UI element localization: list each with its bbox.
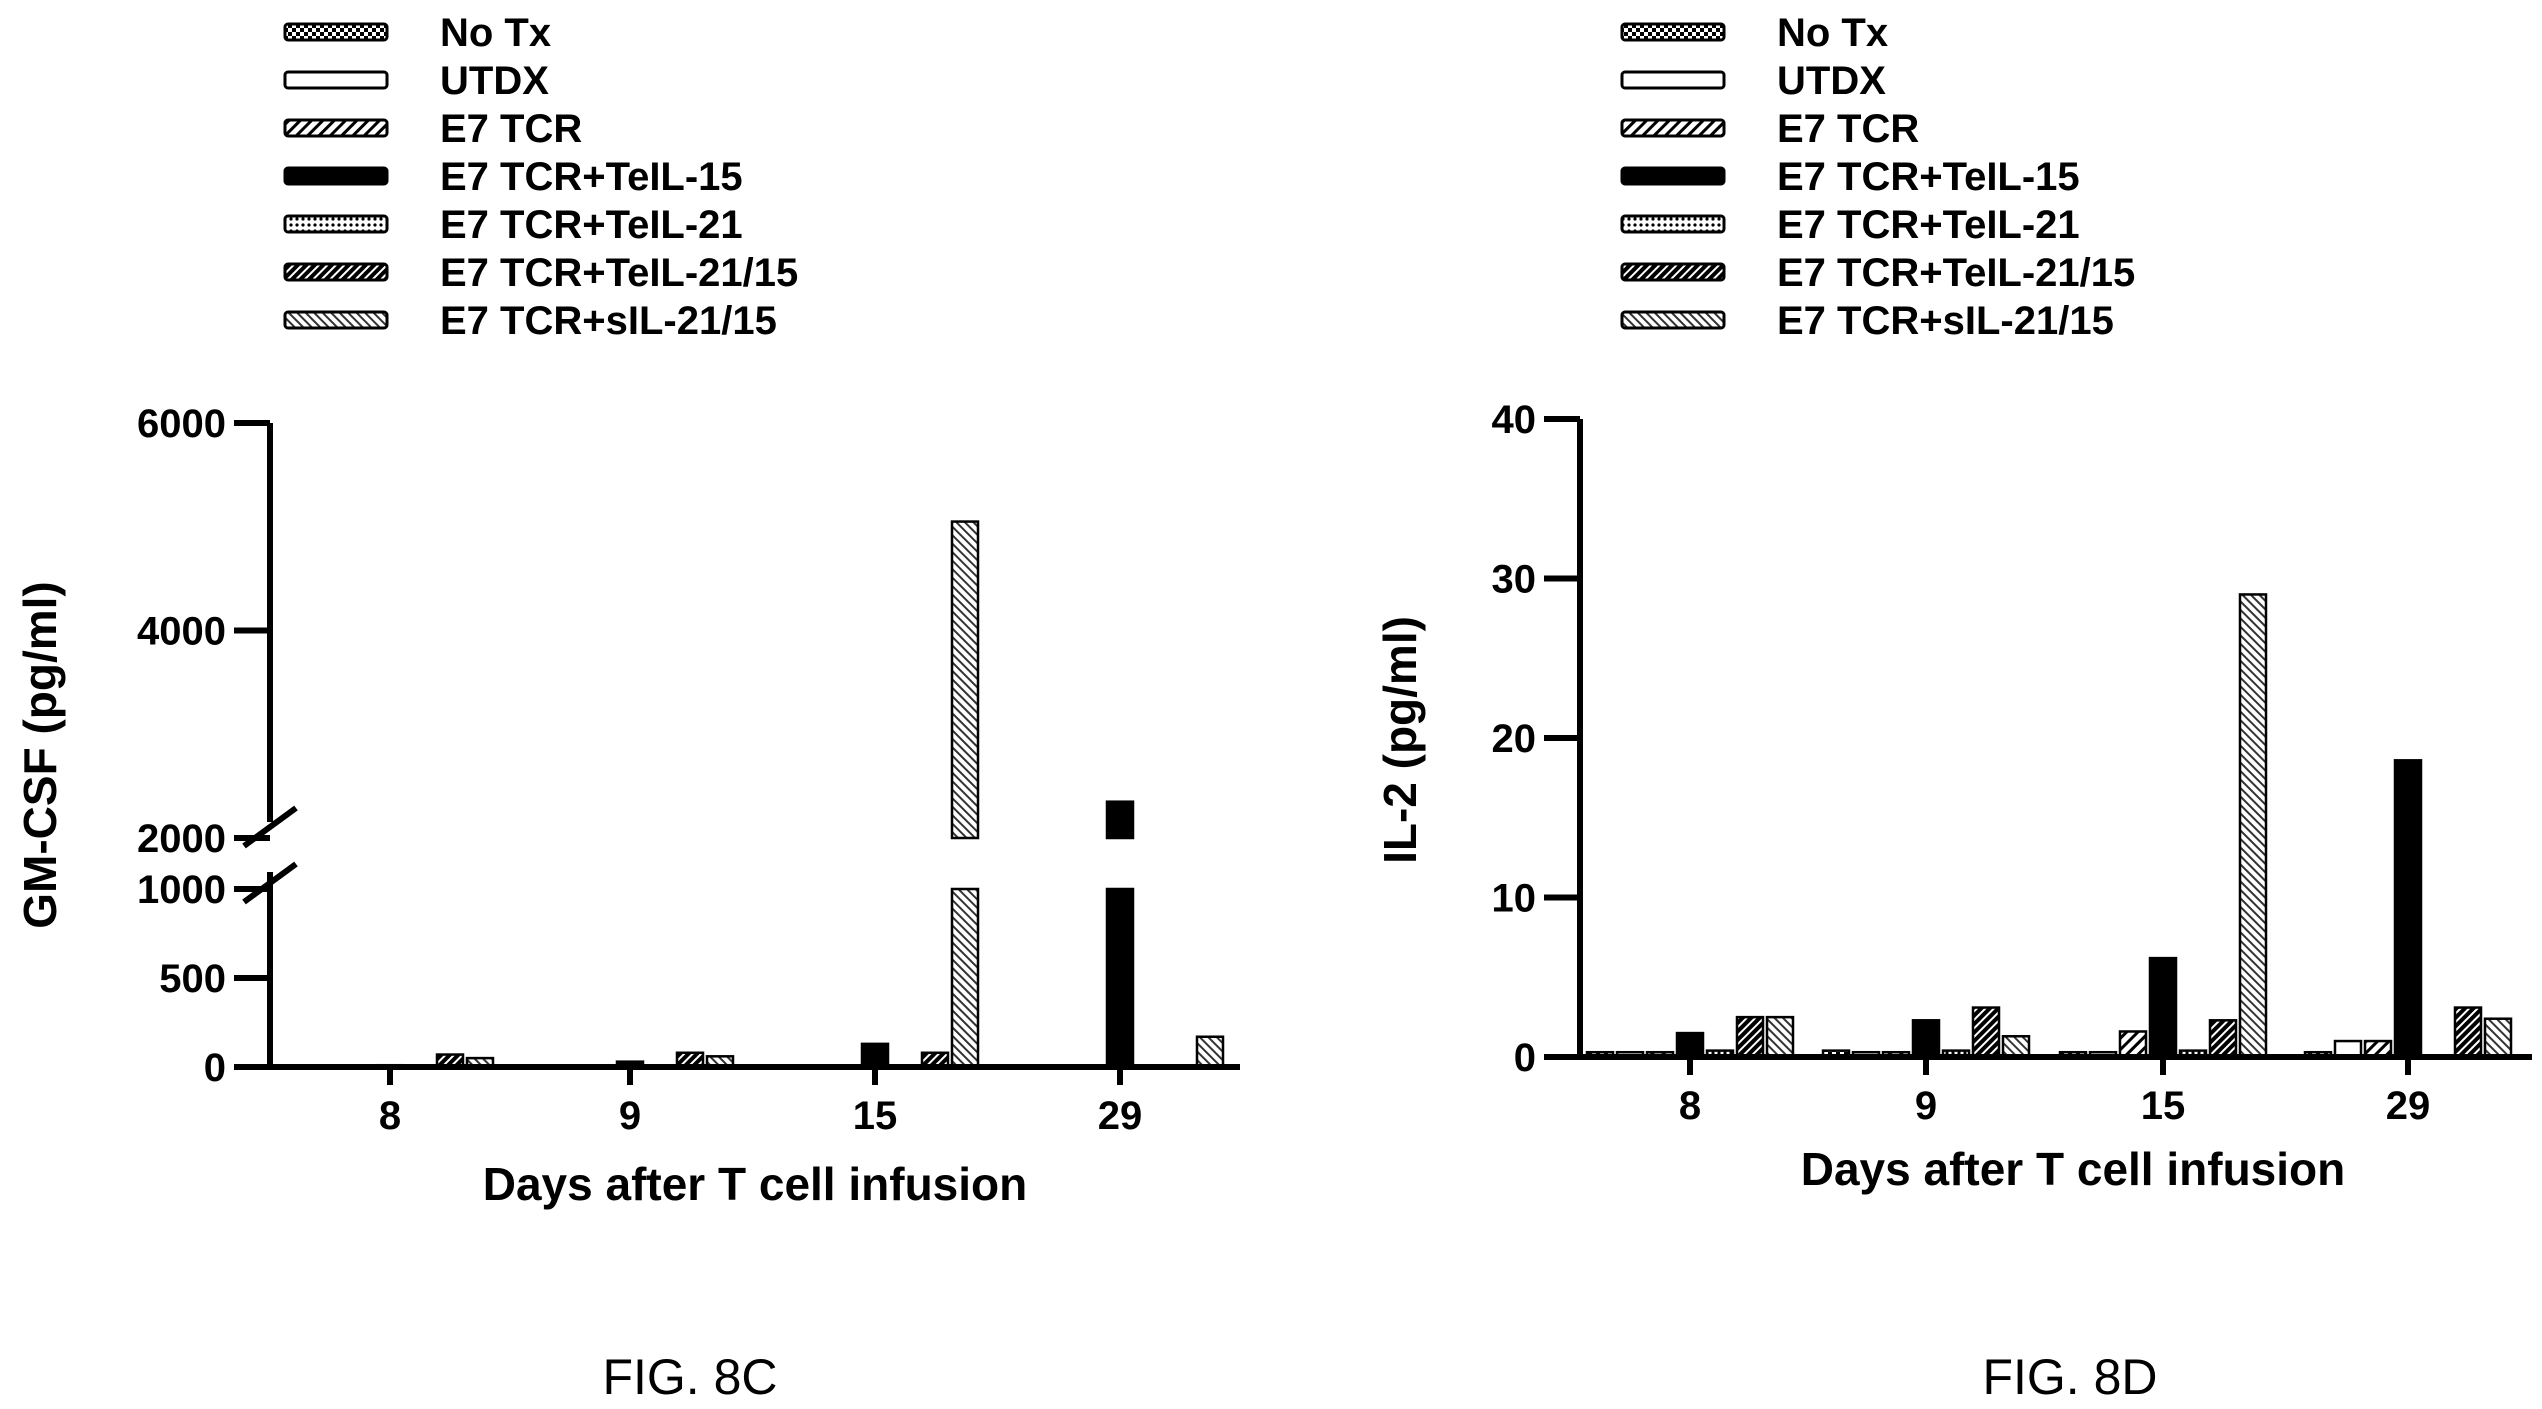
bar-il-2-day-9-e7-tcr-sil-21-15 <box>2001 1035 2031 1059</box>
axes-il-2: 0 10 20 30 40 8 9 15 29 <box>1492 398 2532 1128</box>
legend-label-e7-tcr-sil-21-15: E7 TCR+sIL-21/15 <box>1777 299 2114 343</box>
legend-label-e7-tcr-teil-21: E7 TCR+TeIL-21 <box>440 203 743 247</box>
legend-swatch-no-tx <box>1620 22 1726 42</box>
figure-caption-8d: FIG. 8D <box>1982 1349 2157 1405</box>
bar-il-2-day-9-e7-tcr-teil-15 <box>1911 1019 1941 1059</box>
bar-il-2-day-29-e7-tcr-teil-21-15 <box>2453 1006 2483 1059</box>
bar-il-2-day-29-e7-tcr-teil-15 <box>2393 759 2423 1059</box>
y-tick-label-il-2-20: 20 <box>1492 717 1537 761</box>
y-tick-label-gm-csf-2000: 2000 <box>137 817 226 861</box>
axes-gm-csf: 0 500 1000 2000 4000 6000 8 9 15 29 <box>137 402 1240 1138</box>
legend-label-e7-tcr-teil-21-15: E7 TCR+TeIL-21/15 <box>1777 251 2135 295</box>
bar-il-2-day-8-e7-tcr-teil-15 <box>1675 1031 1705 1059</box>
x-tick-label-il-2-9: 9 <box>1915 1084 1937 1128</box>
legend-swatch-e7-tcr <box>1620 118 1726 138</box>
x-tick-label-il-2-29: 29 <box>2386 1084 2431 1128</box>
legend-swatch-e7-tcr-teil-21-15 <box>1620 262 1726 282</box>
bar-il-2-day-15-e7-tcr <box>2118 1030 2148 1059</box>
axis-break-mark-lower <box>242 861 298 905</box>
x-tick-label-gm-csf-29: 29 <box>1098 1094 1143 1138</box>
legend-label-e7-tcr: E7 TCR <box>440 107 582 151</box>
legend-swatch-e7-tcr-sil-21-15 <box>1620 310 1726 330</box>
legend-swatch-e7-tcr-teil-21 <box>1620 214 1726 234</box>
legend-label-e7-tcr: E7 TCR <box>1777 107 1919 151</box>
legend-label-no-tx: No Tx <box>440 11 551 55</box>
bar-gm-csf-day-15-e7-tcr-teil-15 <box>860 1042 890 1069</box>
legend-label-utdx: UTDX <box>440 59 549 103</box>
legend-label-no-tx: No Tx <box>1777 11 1888 55</box>
legend-label-e7-tcr-teil-21: E7 TCR+TeIL-21 <box>1777 203 2080 247</box>
legend-swatch-e7-tcr-teil-21-15 <box>283 262 389 282</box>
bar-il-2-day-9-e7-tcr-teil-21-15 <box>1971 1006 2001 1059</box>
legend-swatch-e7-tcr <box>283 118 389 138</box>
x-tick-label-gm-csf-8: 8 <box>379 1094 401 1138</box>
figure-caption-8c: FIG. 8C <box>602 1349 777 1405</box>
bar-il-2-day-8-e7-tcr-teil-21-15 <box>1735 1015 1765 1059</box>
bar-il-2-day-15-e7-tcr-sil-21-15 <box>2238 593 2268 1059</box>
bar-il-2-day-8-e7-tcr-sil-21-15 <box>1765 1015 1795 1059</box>
x-tick-label-gm-csf-9: 9 <box>619 1094 641 1138</box>
legend-label-e7-tcr-teil-15: E7 TCR+TeIL-15 <box>440 155 743 199</box>
legend-label-e7-tcr-teil-21-15: E7 TCR+TeIL-21/15 <box>440 251 798 295</box>
bar-il-2-day-15-e7-tcr-teil-15 <box>2148 956 2178 1059</box>
bar-gm-csf-day-15-e7-tcr-sil-21-15-seg0 <box>950 520 980 840</box>
legend-swatch-utdx <box>1620 70 1726 90</box>
legend-swatch-e7-tcr-teil-15 <box>283 166 389 186</box>
legend-label-e7-tcr-sil-21-15: E7 TCR+sIL-21/15 <box>440 299 777 343</box>
bar-gm-csf-day-15-e7-tcr-sil-21-15-seg1 <box>950 887 980 1069</box>
legend-swatch-e7-tcr-teil-15 <box>1620 166 1726 186</box>
x-axis-label-gm-csf: Days after T cell infusion <box>483 1158 1027 1210</box>
legend-label-e7-tcr-teil-15: E7 TCR+TeIL-15 <box>1777 155 2080 199</box>
legend-label-utdx: UTDX <box>1777 59 1886 103</box>
x-axis-label-il-2: Days after T cell infusion <box>1801 1143 2345 1195</box>
y-axis-label-gm-csf: GM-CSF (pg/ml) <box>14 581 66 929</box>
bar-il-2-day-29-e7-tcr-sil-21-15 <box>2483 1017 2513 1059</box>
bar-gm-csf-day-29-e7-tcr-teil-15-seg0 <box>1105 800 1135 840</box>
y-tick-label-il-2-30: 30 <box>1492 558 1537 602</box>
y-tick-label-gm-csf-6000: 6000 <box>137 402 226 446</box>
legend-swatch-utdx <box>283 70 389 90</box>
bar-gm-csf-day-29-e7-tcr-sil-21-15 <box>1195 1035 1225 1069</box>
y-tick-label-il-2-0: 0 <box>1514 1036 1536 1080</box>
y-tick-label-il-2-10: 10 <box>1492 877 1537 921</box>
x-tick-label-il-2-8: 8 <box>1679 1084 1701 1128</box>
legend-swatch-no-tx <box>283 22 389 42</box>
legend-swatch-e7-tcr-sil-21-15 <box>283 310 389 330</box>
bar-il-2-day-15-e7-tcr-teil-21-15 <box>2208 1019 2238 1059</box>
y-tick-label-gm-csf-4000: 4000 <box>137 610 226 654</box>
bars-gm-csf <box>375 520 1225 1069</box>
bars-il-2 <box>1585 593 2513 1059</box>
y-tick-label-gm-csf-1000: 1000 <box>137 868 226 912</box>
legend-swatch-e7-tcr-teil-21 <box>283 214 389 234</box>
y-tick-label-gm-csf-500: 500 <box>159 957 226 1001</box>
y-tick-label-il-2-40: 40 <box>1492 398 1537 442</box>
x-tick-label-gm-csf-15: 15 <box>853 1094 898 1138</box>
y-axis-label-il-2: IL-2 (pg/ml) <box>1374 616 1426 864</box>
y-tick-label-gm-csf-0: 0 <box>204 1046 226 1090</box>
x-tick-label-il-2-15: 15 <box>2141 1084 2186 1128</box>
bar-gm-csf-day-29-e7-tcr-teil-15-seg1 <box>1105 887 1135 1069</box>
